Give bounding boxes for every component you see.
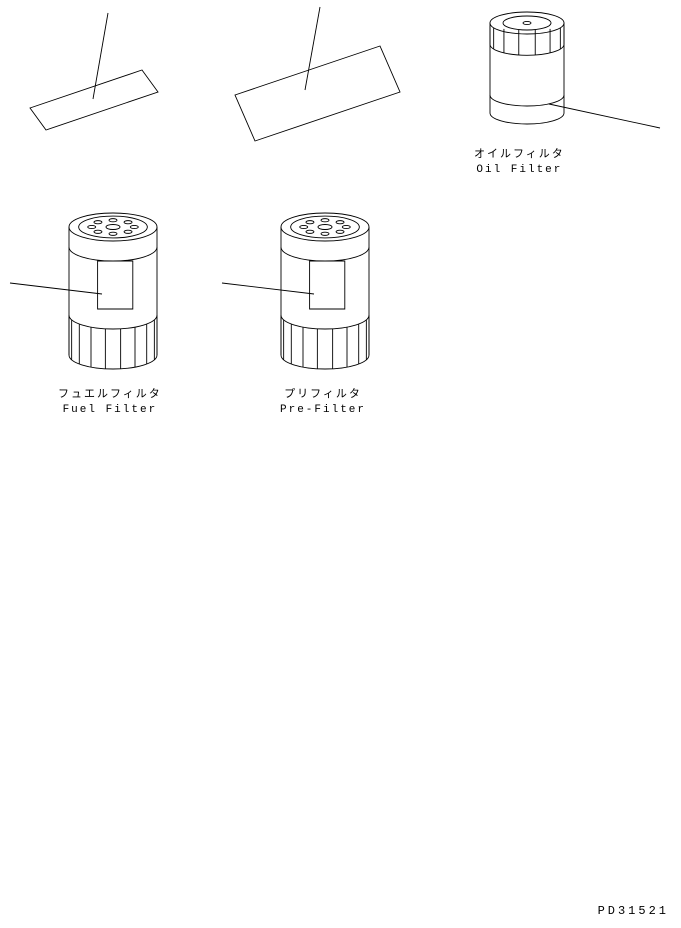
fuel-filter-label-en: Fuel Filter — [58, 403, 162, 418]
drawing-code: PD31521 — [598, 904, 669, 918]
oil-filter-label-en: Oil Filter — [474, 163, 565, 178]
oil-filter-label-jp: オイルフィルタ — [474, 148, 565, 163]
pre-filter-label-jp: プリフィルタ — [280, 388, 366, 403]
pre-filter-label: プリフィルタ Pre-Filter — [280, 388, 366, 419]
fuel-filter-label-jp: フュエルフィルタ — [58, 388, 162, 403]
fuel-filter-label: フュエルフィルタ Fuel Filter — [58, 388, 162, 419]
parts-diagram — [0, 0, 681, 928]
oil-filter-label: オイルフィルタ Oil Filter — [474, 148, 565, 179]
pre-filter-label-en: Pre-Filter — [280, 403, 366, 418]
